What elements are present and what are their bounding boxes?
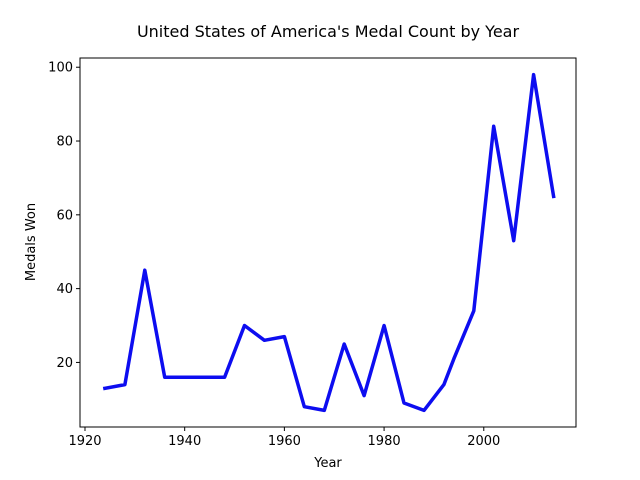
series-line bbox=[102, 72, 556, 413]
y-tick-label: 100 bbox=[48, 61, 73, 76]
y-tick-label: 80 bbox=[56, 135, 73, 150]
x-tick-label: 2000 bbox=[467, 434, 500, 449]
y-tick-label: 40 bbox=[56, 282, 73, 297]
chart-title: United States of America's Medal Count b… bbox=[137, 22, 520, 41]
plot-area bbox=[102, 72, 556, 413]
x-tick-label: 1920 bbox=[68, 434, 101, 449]
y-tick-label: 60 bbox=[56, 208, 73, 223]
plot-frame bbox=[79, 57, 577, 428]
y-tick-label: 20 bbox=[56, 356, 73, 371]
x-axis: 1920 1940 1960 1980 2000 bbox=[68, 427, 500, 449]
y-axis: 20 40 60 80 100 bbox=[48, 61, 80, 371]
x-axis-label: Year bbox=[313, 456, 342, 471]
x-tick-label: 1980 bbox=[368, 434, 401, 449]
y-axis-label: Medals Won bbox=[24, 203, 39, 281]
x-tick-label: 1940 bbox=[168, 434, 201, 449]
x-tick-label: 1960 bbox=[268, 434, 301, 449]
